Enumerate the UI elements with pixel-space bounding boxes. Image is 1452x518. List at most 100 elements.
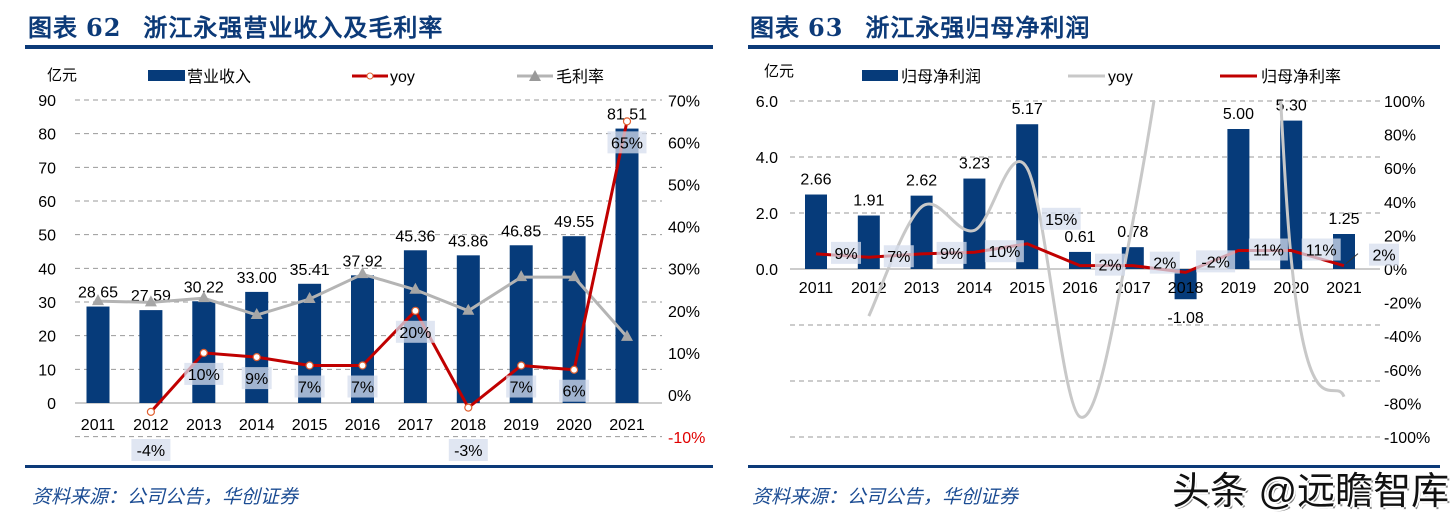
yoy-data-label: -4% (137, 443, 165, 460)
y-tick-label: 90 (38, 93, 56, 110)
x-tick-label: 2017 (398, 417, 434, 434)
gross-margin-point (621, 329, 633, 341)
bar-2019 (509, 245, 533, 403)
bar-value-label: 43.86 (448, 233, 488, 250)
x-tick-label: 2017 (1115, 280, 1151, 297)
bar-2012 (139, 310, 163, 403)
figure-prefix: 图表 (28, 13, 78, 42)
y2-tick-label: -40% (1384, 329, 1421, 346)
bar-value-label: 1.25 (1328, 211, 1359, 228)
bar-value-label: 37.92 (342, 253, 382, 270)
legend-bar-swatch (148, 70, 185, 81)
y-tick-label: 70 (38, 160, 56, 177)
bar-value-label: 5.17 (1012, 101, 1043, 118)
bar-value-label: 2.62 (906, 173, 937, 190)
bar-2020 (562, 236, 586, 403)
x-tick-label: 2014 (239, 417, 275, 434)
bar-value-label: 49.55 (554, 214, 594, 231)
net-margin-data-label: 2% (1372, 248, 1395, 265)
yoy-data-label: -3% (454, 443, 482, 460)
y-tick-label: 20 (38, 329, 56, 346)
y-tick-label: 0.0 (756, 262, 778, 279)
y-tick-label: 0 (47, 396, 56, 413)
bar-2015 (1016, 124, 1039, 270)
yoy-data-label: 20% (399, 325, 431, 342)
yoy-point (252, 353, 261, 362)
legend-label: yoy (390, 69, 415, 86)
bar-2019 (1227, 129, 1250, 269)
net-margin-data-label: 2% (1098, 258, 1121, 275)
y2-tick-label: 20% (1384, 228, 1416, 245)
net-margin-data-label-box (1248, 238, 1288, 261)
net-margin-data-label: 10% (988, 244, 1020, 261)
gross-margin-point (409, 282, 422, 294)
x-tick-label: 2018 (1168, 280, 1204, 297)
yoy-data-label-box (294, 375, 325, 398)
yoy-data-label: 10% (188, 367, 220, 384)
yoy-line (149, 121, 629, 413)
y2-tick-label: -20% (1384, 296, 1421, 313)
gross-margin-point (303, 292, 316, 304)
bar-2016 (351, 275, 374, 403)
x-tick-label: 2015 (292, 417, 328, 434)
bar-value-label: 35.41 (290, 262, 330, 279)
bar-2018 (456, 255, 480, 403)
net-margin-data-label-box (1149, 251, 1180, 274)
bar-2015 (298, 283, 322, 403)
y2-tick-label: 0% (1384, 262, 1407, 279)
x-tick-label: 2012 (133, 417, 169, 434)
y-tick-label: 10 (38, 362, 56, 379)
legend-margin-marker (529, 70, 541, 81)
y2-tick-label: 50% (668, 178, 700, 195)
x-tick-label: 2013 (186, 417, 222, 434)
yoy-point (517, 361, 526, 370)
title-underline (25, 45, 713, 49)
legend-yoy-marker (366, 72, 374, 80)
y-tick-label: 6.0 (756, 94, 778, 111)
bar-value-label: 2.66 (800, 172, 831, 189)
bar-value-label: 3.23 (959, 156, 990, 173)
y2-tick-label: 40% (668, 220, 700, 237)
net-margin-data-label-box (1095, 253, 1125, 276)
yoy-point (464, 403, 473, 412)
x-tick-label: 2014 (957, 280, 993, 297)
gross-margin-point (197, 291, 210, 303)
gross-margin-point (462, 303, 475, 315)
y-tick-label: 30 (38, 295, 56, 312)
yoy-data-label-box (347, 375, 378, 398)
net-margin-data-label-box (984, 240, 1024, 263)
net-margin-data-label: 11% (1306, 243, 1337, 260)
x-tick-label: 2020 (556, 417, 592, 434)
bar-value-label: 33.00 (237, 270, 277, 287)
yoy-smooth-line (867, 101, 1346, 419)
unit-label: 亿元 (47, 67, 77, 84)
yoy-data-label-box (241, 367, 272, 390)
watermark: 头条 @远瞻智库 (1172, 471, 1450, 513)
net-margin-data-label-box (936, 241, 967, 264)
y-tick-label: 80 (38, 127, 56, 144)
net-margin-data-label: 11% (1253, 243, 1284, 260)
bar-2021 (615, 128, 639, 403)
figure-prefix: 图表 (750, 13, 800, 42)
net-margin-data-label-box (1301, 238, 1341, 261)
y2-tick-label: 20% (668, 304, 700, 321)
gross-margin-point (356, 267, 369, 279)
bar-2011 (86, 306, 110, 403)
yoy-data-label: 6% (563, 384, 586, 401)
yoy-data-label: 65% (611, 135, 643, 152)
net-margin-data-label-box (831, 241, 861, 264)
figure-number: 63 (808, 13, 844, 42)
figure-title-text: 浙江永强营业收入及毛利率 (143, 13, 444, 42)
net-margin-data-label: 2% (1153, 256, 1176, 273)
yoy-data-label-box (506, 375, 537, 398)
net-margin-data-label: 9% (834, 246, 857, 263)
bar-2018 (1174, 269, 1197, 300)
y2-tick-label: 10% (668, 346, 700, 363)
yoy-data-label-box (184, 362, 224, 385)
y2-tick-label: 60% (668, 135, 700, 152)
legend-label: 毛利率 (556, 68, 604, 86)
x-tick-label: 2019 (503, 417, 539, 434)
bar-value-label: 45.36 (395, 228, 435, 245)
gross-margin-point (515, 270, 528, 282)
